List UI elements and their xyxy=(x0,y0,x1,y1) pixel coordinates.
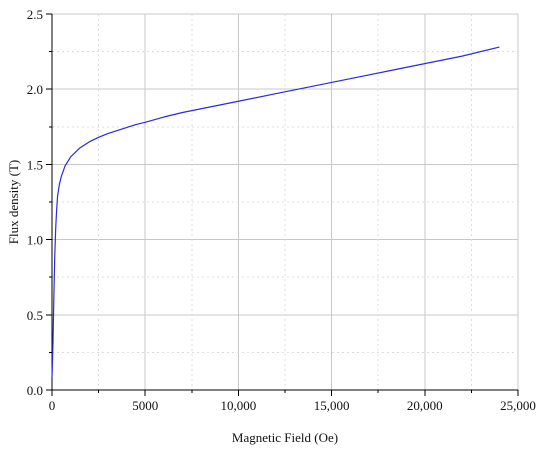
ticks xyxy=(46,13,519,396)
x-axis-label: Magnetic Field (Oe) xyxy=(232,430,338,445)
x-tick-label: 25,000 xyxy=(500,398,536,413)
x-tick-label: 0 xyxy=(49,398,56,413)
y-tick-label: 1.0 xyxy=(27,233,43,248)
y-tick-label: 0.0 xyxy=(27,383,43,398)
grid xyxy=(52,13,519,390)
x-tick-label: 5000 xyxy=(132,398,158,413)
series-line xyxy=(51,46,500,378)
x-tick-label: 10,000 xyxy=(221,398,257,413)
y-tick-label: 1.5 xyxy=(27,157,43,172)
y-tick-label: 2.5 xyxy=(27,7,43,22)
y-axis-label: Flux density (T) xyxy=(6,160,21,245)
x-tick-label: 15,000 xyxy=(314,398,350,413)
tick-labels: 0 5000 10,000 15,000 20,000 25,000 0.0 0.5 1.0 1.… xyxy=(27,7,536,413)
y-tick-label: 2.0 xyxy=(27,82,43,97)
y-tick-label: 0.5 xyxy=(27,308,43,323)
series xyxy=(51,46,500,378)
x-tick-label: 20,000 xyxy=(407,398,443,413)
